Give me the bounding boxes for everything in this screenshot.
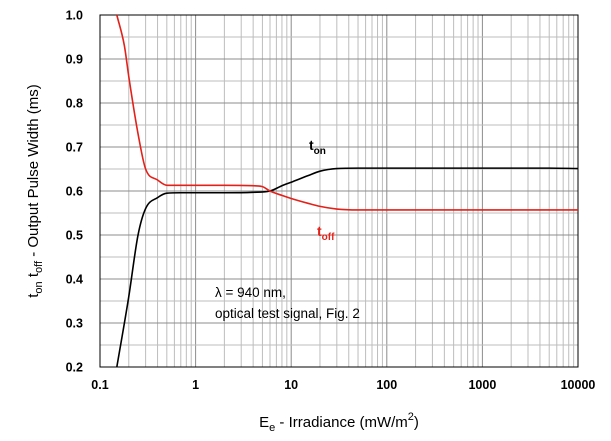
x-tick-labels: 0.1 1 10 100 1000 10000 [91,378,595,392]
y-tick-label: 0.3 [66,317,83,331]
annotation-test-signal: optical test signal, Fig. 2 [215,306,360,321]
x-tick-label: 1000 [468,378,496,392]
y-tick-label: 0.2 [66,361,83,375]
y-tick-label: 0.8 [66,97,83,111]
x-tick-label: 10000 [561,378,596,392]
series-label-toff: toff [317,223,335,243]
series-line-toff [116,14,578,211]
y-tick-label: 0.6 [66,185,83,199]
x-tick-label: 1 [192,378,199,392]
x-axis-title: Ee - Irradiance (mW/m2) [259,411,419,434]
series-lines [116,14,579,368]
series-label-ton: ton [309,137,326,157]
y-axis-title: ton toff - Output Pulse Width (ms) [25,84,45,298]
y-tick-label: 0.5 [66,229,83,243]
x-tick-label: 10 [284,378,298,392]
x-tick-label: 100 [376,378,397,392]
y-tick-label: 0.4 [66,273,83,287]
y-tick-labels: 0.2 0.3 0.4 0.5 0.6 0.7 0.8 0.9 1.0 [66,9,83,375]
annotation-wavelength: λ = 940 nm, [215,285,286,300]
y-tick-label: 0.7 [66,141,83,155]
y-tick-label: 1.0 [66,9,83,23]
x-tick-label: 0.1 [91,378,108,392]
plot-frame [99,14,579,368]
grid [99,14,578,368]
y-tick-label: 0.9 [66,53,83,67]
